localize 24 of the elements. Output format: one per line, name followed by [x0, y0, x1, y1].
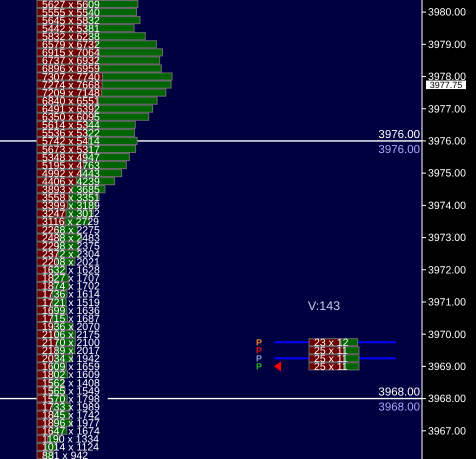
y-tick-label: 3973.00	[428, 232, 466, 244]
y-tick-label: 3972.00	[428, 264, 466, 276]
text: P	[256, 362, 262, 372]
y-tick-label: 3974.00	[428, 200, 466, 212]
text: P	[256, 354, 262, 364]
y-tick-label: 3975.00	[428, 168, 466, 180]
ref-line-label: 3968.00	[378, 386, 420, 399]
y-tick-label: 3969.00	[428, 360, 466, 373]
y-tick-label: 3977.75	[430, 80, 462, 90]
y-tick-label: 3976.00	[428, 135, 466, 148]
y-tick-label: 3971.00	[428, 296, 466, 309]
y-tick-label: 3968.00	[428, 393, 466, 406]
text: P	[256, 337, 262, 348]
ref-line-label: 3976.00	[378, 128, 420, 141]
text: V:143	[308, 299, 340, 314]
y-tick-label: 3967.00	[428, 425, 466, 438]
y-tick-label: 3980.00	[428, 6, 466, 19]
annotation: 3968.00	[378, 402, 420, 414]
y-tick-label: 3970.00	[428, 328, 466, 341]
y-tick-label: 3979.00	[428, 38, 466, 51]
text: P	[256, 346, 262, 356]
annotation: 3976.00	[378, 144, 420, 156]
y-tick-label: 3977.00	[428, 103, 466, 116]
data-label: 881 x 942	[42, 450, 88, 459]
